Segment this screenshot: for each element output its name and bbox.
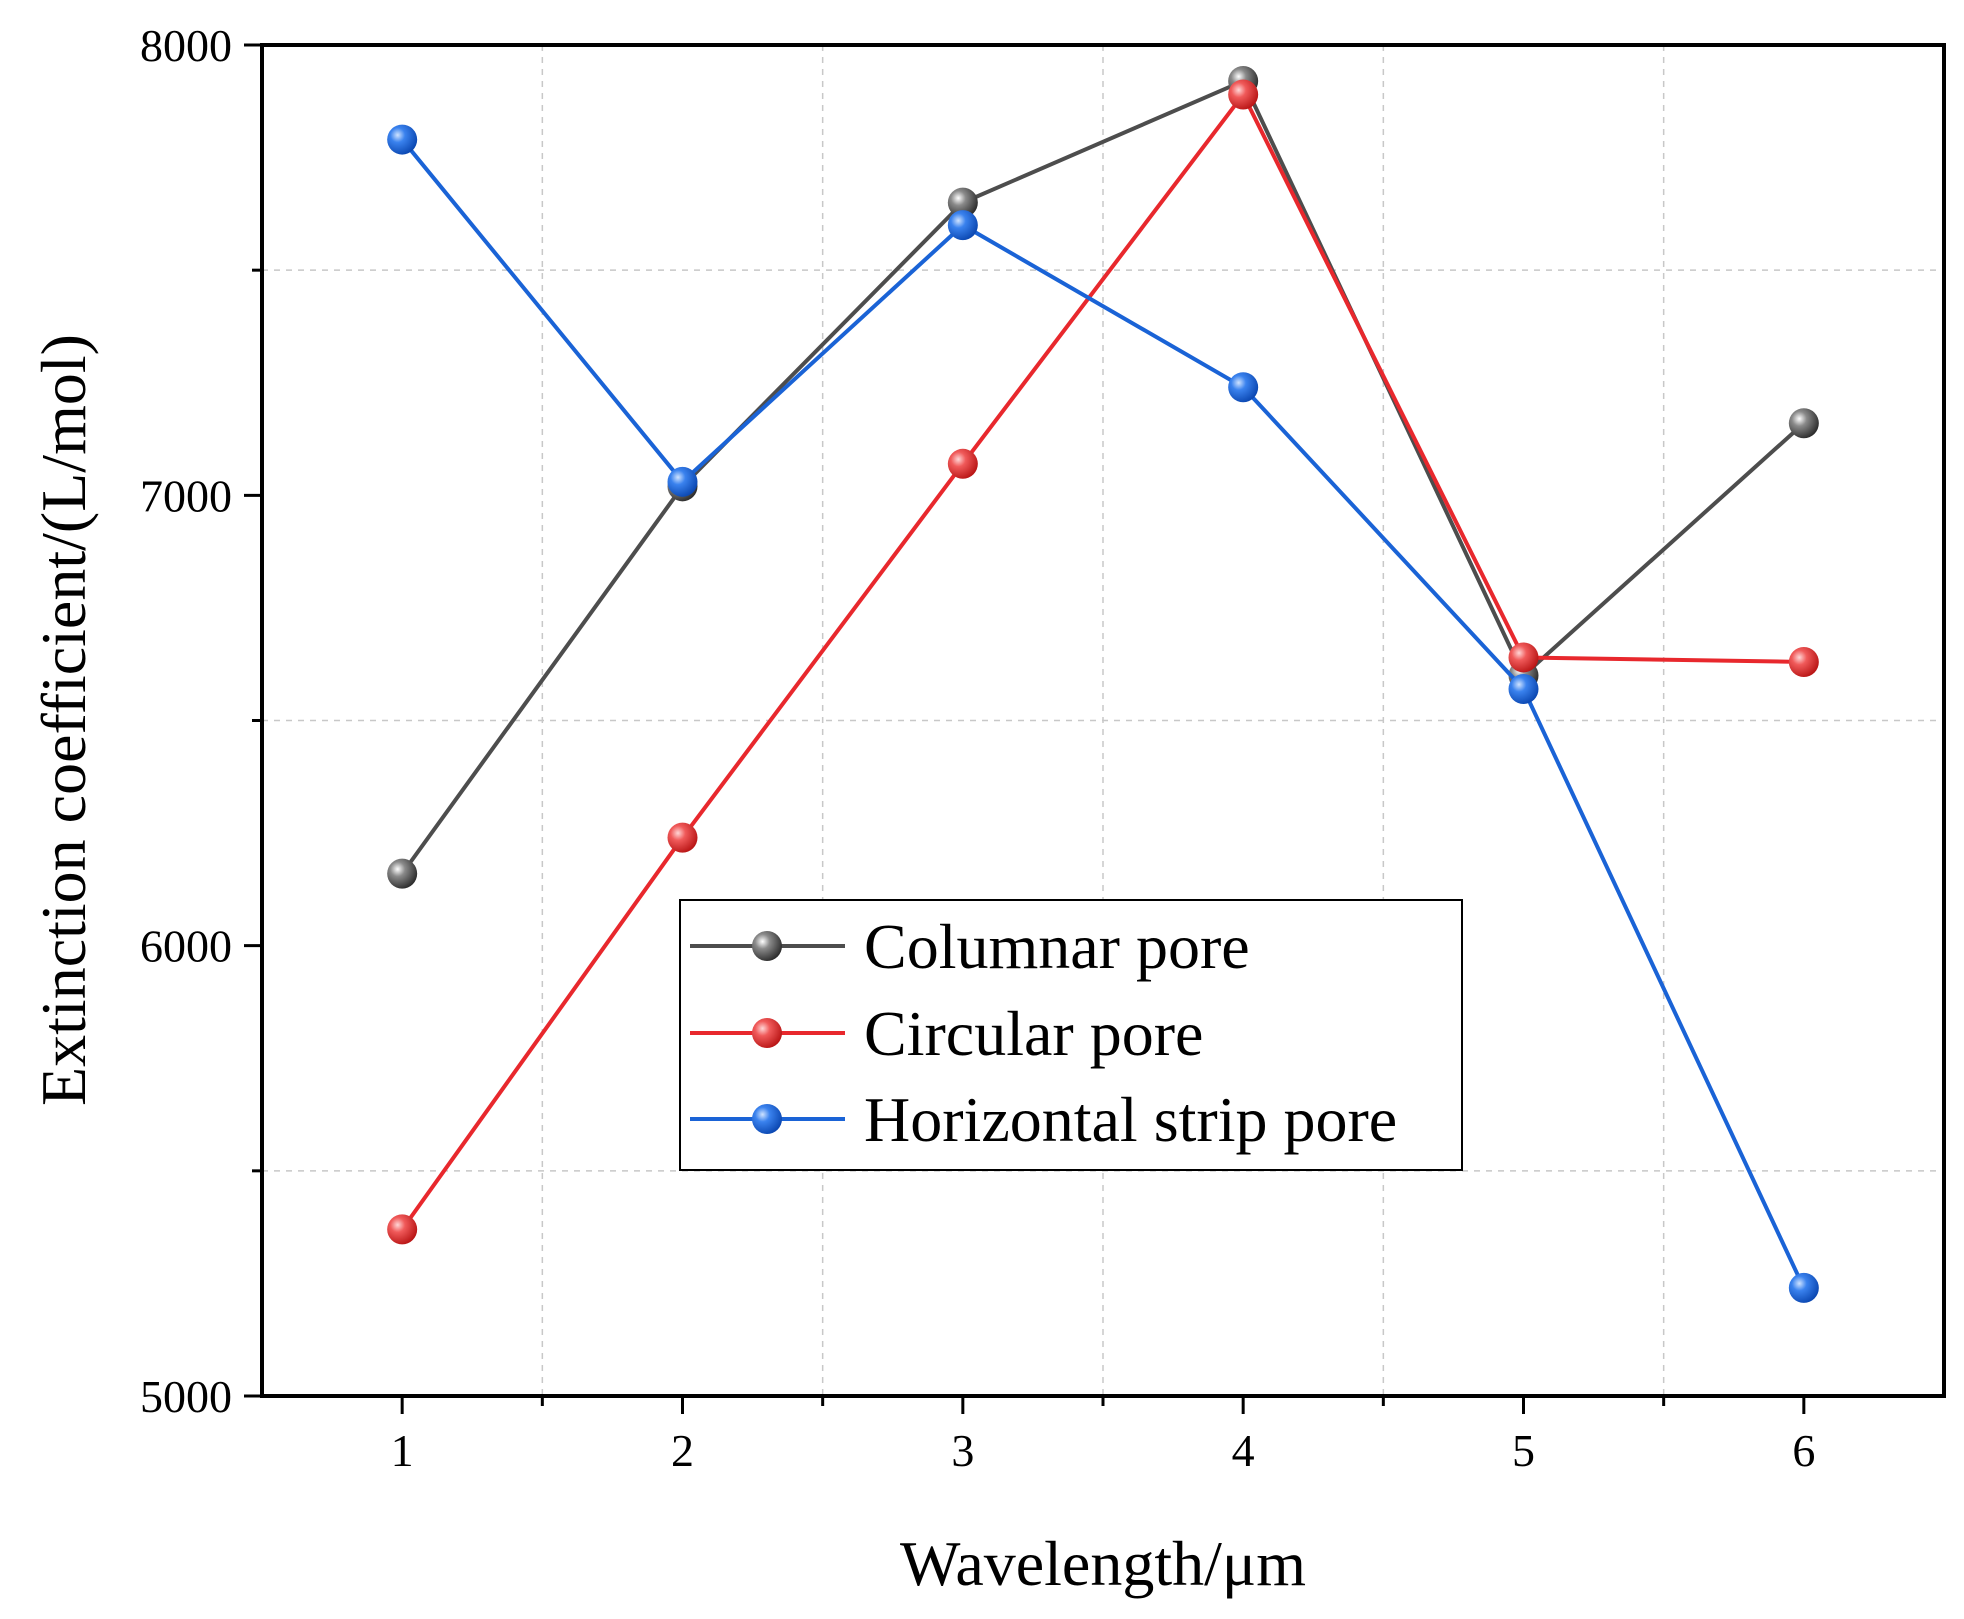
x-tick-label: 4 <box>1232 1425 1255 1476</box>
series-1 <box>387 79 1819 1245</box>
series-line <box>400 138 1806 1289</box>
data-point <box>387 1214 418 1245</box>
data-point <box>1228 372 1259 403</box>
data-point <box>1788 408 1819 439</box>
data-point <box>1228 79 1259 110</box>
axis-ticks: 1 2 3 4 5 6 5000 6000 7000 8000 <box>140 20 1815 1476</box>
legend-marker <box>752 1018 782 1048</box>
x-axis-title: Wavelength/μm <box>900 1528 1306 1599</box>
legend-item-columnar: Columnar pore <box>690 911 1250 982</box>
x-tick-label: 3 <box>951 1425 974 1476</box>
legend-marker <box>752 1104 782 1134</box>
data-point <box>667 466 698 497</box>
data-point <box>387 124 418 155</box>
legend-marker <box>752 931 782 961</box>
data-point <box>667 822 698 853</box>
y-tick-label: 5000 <box>140 1371 232 1422</box>
data-point <box>947 187 978 218</box>
x-tick-label: 5 <box>1512 1425 1535 1476</box>
y-tick-label: 8000 <box>140 20 232 71</box>
legend-label: Circular pore <box>864 998 1203 1069</box>
x-tick-label: 1 <box>391 1425 414 1476</box>
legend-label: Columnar pore <box>864 911 1250 982</box>
data-point <box>1788 646 1819 677</box>
y-axis-title: Extinction coefficient/(L/mol) <box>28 334 99 1106</box>
series-line <box>400 92 1804 1231</box>
legend-item-horizontal-strip: Horizontal strip pore <box>690 1084 1397 1155</box>
y-tick-label: 7000 <box>140 470 232 521</box>
data-point <box>1508 642 1539 673</box>
y-tick-label: 6000 <box>140 921 232 972</box>
series-line <box>400 79 1806 875</box>
data-point <box>947 448 978 479</box>
legend-item-circular: Circular pore <box>690 998 1203 1069</box>
legend-label: Horizontal strip pore <box>864 1084 1397 1155</box>
x-tick-label: 2 <box>671 1425 694 1476</box>
data-point <box>1788 1272 1819 1303</box>
legend: Columnar pore Circular pore Horizontal s… <box>679 899 1463 1171</box>
x-tick-label: 6 <box>1792 1425 1815 1476</box>
series-layer <box>387 66 1819 1303</box>
data-point <box>1508 673 1539 704</box>
series-2 <box>387 124 1819 1303</box>
data-point <box>947 210 978 241</box>
data-point <box>387 858 418 889</box>
